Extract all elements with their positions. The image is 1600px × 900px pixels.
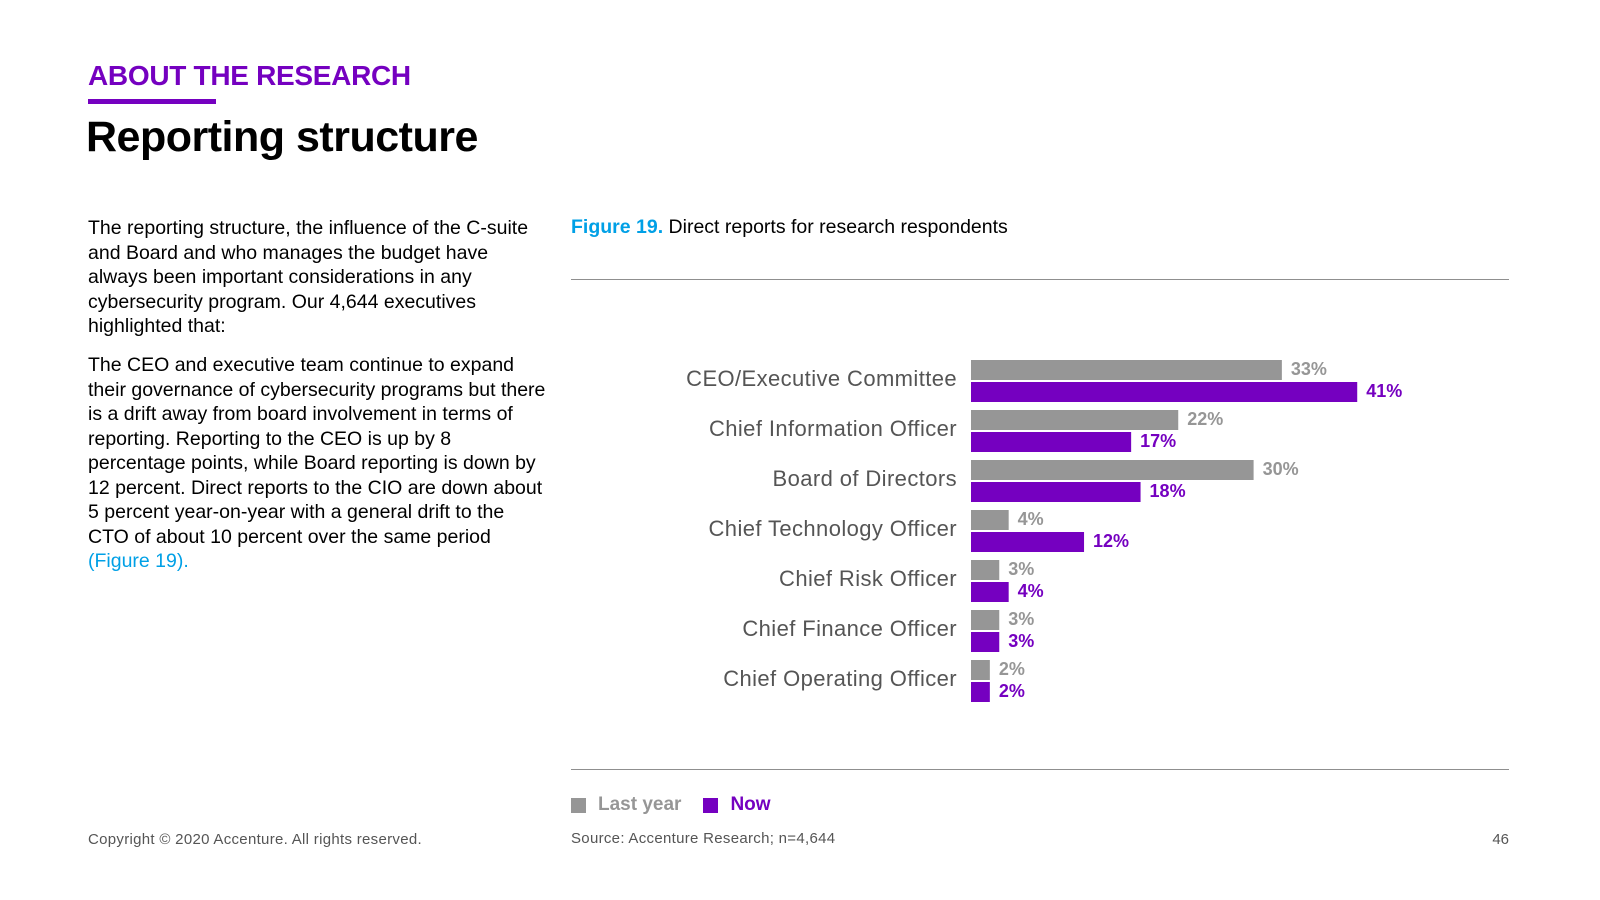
copyright: Copyright © 2020 Accenture. All rights r… xyxy=(88,831,422,848)
data-label-last-year: 2% xyxy=(999,659,1025,679)
legend-item-now: Now xyxy=(703,794,771,816)
data-label-last-year: 3% xyxy=(1008,609,1034,629)
eyebrow-underline xyxy=(88,99,216,104)
findings-text: The CEO and executive team continue to e… xyxy=(88,354,546,548)
figure-title: Direct reports for research respondents xyxy=(668,216,1008,238)
bar-now xyxy=(971,382,1358,402)
chart-top-divider xyxy=(571,279,1509,280)
category-label: Chief Operating Officer xyxy=(723,666,957,691)
data-label-last-year: 30% xyxy=(1263,459,1299,479)
bar-last-year xyxy=(971,660,990,680)
figure-number: Figure 19. xyxy=(571,216,664,238)
data-label-now: 17% xyxy=(1140,431,1176,451)
bar-last-year xyxy=(971,510,1009,530)
intro-paragraph: The reporting structure, the influence o… xyxy=(88,217,529,337)
category-label: Board of Directors xyxy=(773,466,958,491)
category-group: CEO/Executive Committee 33% 41% xyxy=(686,359,1402,402)
bar-now xyxy=(971,582,1009,602)
data-label-now: 12% xyxy=(1093,531,1129,551)
bar-now xyxy=(971,632,1000,652)
category-label: Chief Risk Officer xyxy=(779,566,957,591)
data-label-now: 18% xyxy=(1150,481,1186,501)
category-group: Chief Risk Officer 3%4% xyxy=(779,559,1044,602)
category-group: Chief Operating Officer 2%2% xyxy=(723,659,1025,702)
category-label: Chief Finance Officer xyxy=(742,616,957,641)
legend-label-last-year: Last year xyxy=(598,794,682,815)
data-label-now: 4% xyxy=(1018,581,1044,601)
legend-label-now: Now xyxy=(730,794,771,815)
chart-legend: Last year Now xyxy=(571,794,793,816)
data-label-now: 41% xyxy=(1366,381,1402,401)
legend-swatch-now xyxy=(703,797,719,813)
data-label-last-year: 3% xyxy=(1008,559,1034,579)
bar-last-year xyxy=(971,560,1000,580)
bar-now xyxy=(971,682,990,702)
legend-item-last-year: Last year xyxy=(571,794,681,816)
bar-now xyxy=(971,532,1085,552)
data-label-last-year: 22% xyxy=(1187,409,1223,429)
page-number: 46 xyxy=(1492,831,1509,848)
findings-paragraph: The CEO and executive team continue to e… xyxy=(88,353,550,574)
bar-now xyxy=(971,482,1141,502)
page-title: Reporting structure xyxy=(86,113,478,161)
category-group: Board of Directors 30% 18% xyxy=(773,459,1299,502)
bar-last-year xyxy=(971,410,1179,430)
data-label-now: 3% xyxy=(1008,631,1034,651)
bar-last-year xyxy=(971,610,1000,630)
source-note: Source: Accenture Research; n=4,644 xyxy=(571,830,836,847)
section-eyebrow: ABOUT THE RESEARCH xyxy=(88,60,411,91)
category-group: Chief Information Officer 22% 17% xyxy=(709,409,1223,452)
category-label: Chief Information Officer xyxy=(709,416,957,441)
data-label-last-year: 4% xyxy=(1018,509,1044,529)
figure-caption: Figure 19. Direct reports for research r… xyxy=(571,216,1008,239)
data-label-now: 2% xyxy=(999,681,1025,701)
bar-now xyxy=(971,432,1132,452)
category-group: Chief Finance Officer 3%3% xyxy=(742,609,1034,652)
category-group: Chief Technology Officer 4% 12% xyxy=(709,509,1129,552)
bar-last-year xyxy=(971,360,1282,380)
chart-bottom-divider xyxy=(571,769,1509,770)
legend-swatch-last-year xyxy=(571,797,586,813)
figure-reference-link[interactable]: (Figure 19). xyxy=(88,550,189,572)
data-label-last-year: 33% xyxy=(1291,359,1327,379)
bar-last-year xyxy=(971,460,1254,480)
category-label: CEO/Executive Committee xyxy=(686,366,957,391)
category-label: Chief Technology Officer xyxy=(709,516,957,541)
